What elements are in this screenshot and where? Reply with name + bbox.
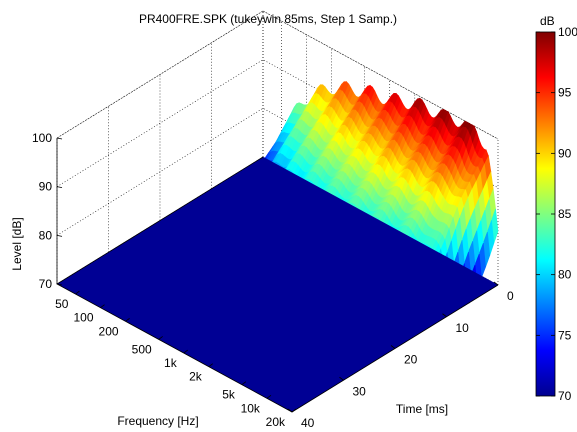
y-axis-label: Time [ms] xyxy=(396,402,448,416)
chart-title: PR400FRE.SPK (tukeywin 85ms, Step 1 Samp… xyxy=(139,12,397,26)
y-tick-label-0: 0 xyxy=(507,289,514,303)
x-tick-mark-1k xyxy=(183,349,188,354)
y-tick-label-40: 40 xyxy=(301,416,315,430)
x-tick-label-20k: 20k xyxy=(266,415,286,429)
y-tick-mark-20 xyxy=(390,345,396,349)
z-gridline-100 xyxy=(56,10,499,140)
y-tick-mark-0 xyxy=(493,281,499,286)
colorbar-tick-label-85: 85 xyxy=(558,207,572,221)
x-tick-label-100: 100 xyxy=(73,311,93,325)
colorbar-tick-label-100: 100 xyxy=(558,25,577,39)
z-tick-label-90: 90 xyxy=(39,180,53,194)
colorbar-tick-label-95: 95 xyxy=(558,86,572,100)
z-tick-label-100: 100 xyxy=(32,131,52,145)
x-tick-label-500: 500 xyxy=(132,342,152,356)
x-tick-mark-50 xyxy=(75,290,80,295)
x-tick-label-10k: 10k xyxy=(241,401,261,415)
colorbar-tick-label-70: 70 xyxy=(558,389,572,403)
x-tick-mark-200 xyxy=(125,318,130,322)
y-tick-label-30: 30 xyxy=(353,384,367,398)
x-tick-mark-10k xyxy=(266,395,272,399)
z-axis-label: Level [dB] xyxy=(10,217,24,270)
x-tick-label-200: 200 xyxy=(99,324,119,338)
x-tick-mark-20k xyxy=(291,408,297,413)
y-tick-mark-30 xyxy=(339,376,344,381)
x-tick-label-50: 50 xyxy=(55,297,69,311)
x-axis-label: Frequency [Hz] xyxy=(117,414,198,428)
y-tick-label-10: 10 xyxy=(456,321,470,335)
colorbar-label: dB xyxy=(540,14,555,28)
z-tick-label-70: 70 xyxy=(39,277,53,291)
z-tick-mark-90 xyxy=(56,186,63,189)
x-tick-label-2k: 2k xyxy=(189,370,203,384)
y-tick-mark-10 xyxy=(442,313,447,318)
x-tick-mark-500 xyxy=(158,336,163,340)
x-tick-label-1k: 1k xyxy=(164,356,178,370)
colorbar-tick-label-90: 90 xyxy=(558,146,572,160)
z-tick-mark-70 xyxy=(56,283,63,286)
box-top-edge-left xyxy=(56,10,264,139)
x-tick-mark-2k xyxy=(208,363,214,367)
x-tick-mark-5k xyxy=(241,381,247,386)
colorbar: dB 70 75 80 85 90 95 100 xyxy=(535,14,577,403)
colorbar-tick-label-75: 75 xyxy=(558,328,572,342)
x-tick-label-5k: 5k xyxy=(222,388,236,402)
z-tick-label-80: 80 xyxy=(39,228,53,242)
axis-ticks: 70 80 90 100 50 100 200 500 1k 2k 5k 10k 20k 0 10 20 30 4… xyxy=(32,131,514,430)
x-tick-mark-100 xyxy=(100,304,105,309)
colorbar-tick-label-80: 80 xyxy=(558,268,572,282)
y-tick-mark-40 xyxy=(287,408,293,413)
z-tick-mark-100 xyxy=(56,137,63,140)
y-tick-label-20: 20 xyxy=(404,353,418,367)
z-tick-mark-80 xyxy=(56,234,63,237)
